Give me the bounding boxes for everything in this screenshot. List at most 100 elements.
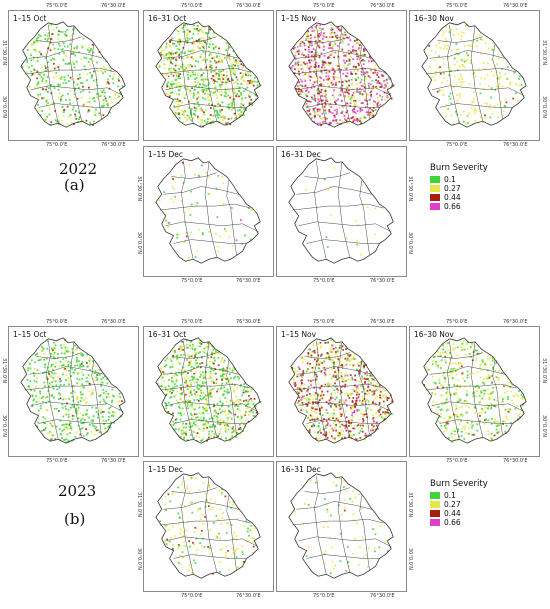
- state-map: [20, 21, 126, 128]
- burn-pixel: [92, 50, 95, 53]
- burn-pixel: [318, 408, 321, 410]
- burn-pixel: [160, 369, 163, 372]
- burn-pixel: [163, 49, 166, 52]
- burn-pixel: [245, 109, 248, 112]
- burn-pixel: [311, 369, 314, 372]
- burn-pixel: [201, 375, 204, 377]
- burn-pixel: [55, 361, 57, 364]
- burn-pixel: [63, 383, 66, 386]
- burn-pixel: [352, 427, 355, 430]
- burn-pixel: [333, 427, 336, 429]
- burn-pixel: [51, 33, 54, 36]
- burn-pixel: [192, 117, 194, 119]
- burn-pixel: [202, 72, 205, 75]
- burn-pixel: [345, 89, 348, 91]
- burn-pixel: [114, 92, 117, 95]
- district-boundary: [159, 383, 251, 391]
- burn-pixel: [193, 367, 195, 369]
- burn-pixel: [231, 370, 234, 373]
- burn-pixel: [192, 378, 195, 381]
- burn-pixel: [103, 104, 105, 107]
- district-boundary: [163, 366, 239, 375]
- burn-pixel: [169, 83, 172, 85]
- district-boundary: [163, 186, 239, 195]
- burn-pixel: [243, 386, 246, 389]
- burn-pixel: [470, 421, 473, 424]
- burn-pixel: [219, 400, 222, 403]
- burn-pixel: [204, 78, 207, 81]
- burn-pixel: [228, 380, 231, 382]
- burn-pixel: [235, 400, 237, 403]
- burn-pixel: [370, 390, 373, 393]
- burn-pixel: [214, 86, 217, 89]
- burn-pixel: [245, 403, 248, 406]
- burn-pixel: [82, 386, 85, 389]
- burn-pixel: [46, 34, 49, 37]
- burn-pixel: [79, 364, 82, 366]
- burn-pixel: [77, 424, 80, 427]
- burn-pixel: [83, 103, 86, 106]
- burn-pixel: [372, 399, 375, 401]
- burn-pixel: [193, 423, 195, 425]
- burn-pixel: [208, 93, 211, 96]
- burn-pixel: [330, 406, 333, 408]
- burn-pixel: [315, 408, 318, 411]
- burn-pixel: [224, 372, 227, 375]
- burn-pixel: [203, 407, 206, 410]
- burn-pixel: [43, 366, 46, 369]
- burn-pixel: [344, 62, 346, 64]
- burn-pixel: [462, 65, 465, 68]
- burn-pixel: [216, 403, 219, 405]
- burn-pixel: [216, 76, 219, 79]
- burn-pixel: [471, 100, 474, 103]
- burn-pixel: [222, 78, 225, 81]
- burn-pixel: [221, 378, 223, 381]
- burn-pixel: [323, 418, 326, 421]
- burn-pixel: [228, 46, 231, 49]
- district-boundary: [359, 180, 370, 256]
- burn-pixel: [87, 61, 90, 63]
- burn-pixel: [94, 427, 97, 430]
- burn-pixel: [385, 95, 388, 98]
- burn-pixel: [234, 118, 236, 121]
- burn-pixel: [211, 347, 214, 349]
- burn-pixel: [438, 382, 441, 385]
- burn-pixel: [464, 24, 467, 27]
- burn-pixel: [191, 65, 193, 68]
- burn-pixel: [299, 403, 302, 405]
- burn-pixel: [310, 415, 313, 418]
- burn-pixel: [107, 82, 110, 85]
- burn-pixel: [491, 359, 494, 362]
- burn-pixel: [490, 404, 493, 406]
- burn-pixel: [172, 363, 175, 366]
- burn-pixel: [366, 374, 369, 377]
- burn-pixel: [444, 351, 447, 353]
- burn-pixel: [235, 436, 238, 438]
- burn-pixel: [163, 191, 166, 194]
- burn-pixel: [300, 93, 303, 96]
- burn-pixel: [69, 427, 72, 430]
- period-label: 16–31 Oct: [148, 330, 187, 339]
- burn-pixel: [243, 79, 246, 82]
- burn-pixel: [221, 382, 224, 385]
- burn-pixel: [334, 420, 336, 423]
- burn-pixel: [200, 389, 203, 392]
- burn-pixel: [250, 410, 253, 413]
- burn-pixel: [190, 190, 193, 193]
- burn-pixel: [312, 379, 315, 382]
- burn-pixel: [319, 91, 322, 94]
- burn-pixel: [310, 59, 313, 62]
- burn-pixel: [504, 415, 507, 418]
- burn-pixel: [38, 51, 41, 53]
- burn-pixel: [252, 411, 255, 414]
- burn-pixel: [240, 63, 243, 66]
- burn-pixel: [487, 357, 489, 360]
- burn-pixel: [324, 109, 327, 112]
- burn-pixel: [108, 396, 111, 398]
- burn-pixel: [37, 413, 40, 416]
- burn-pixel: [201, 406, 204, 409]
- burn-pixel: [320, 31, 323, 34]
- burn-pixel: [474, 75, 477, 78]
- burn-pixel: [330, 24, 332, 27]
- burn-pixel: [330, 29, 333, 31]
